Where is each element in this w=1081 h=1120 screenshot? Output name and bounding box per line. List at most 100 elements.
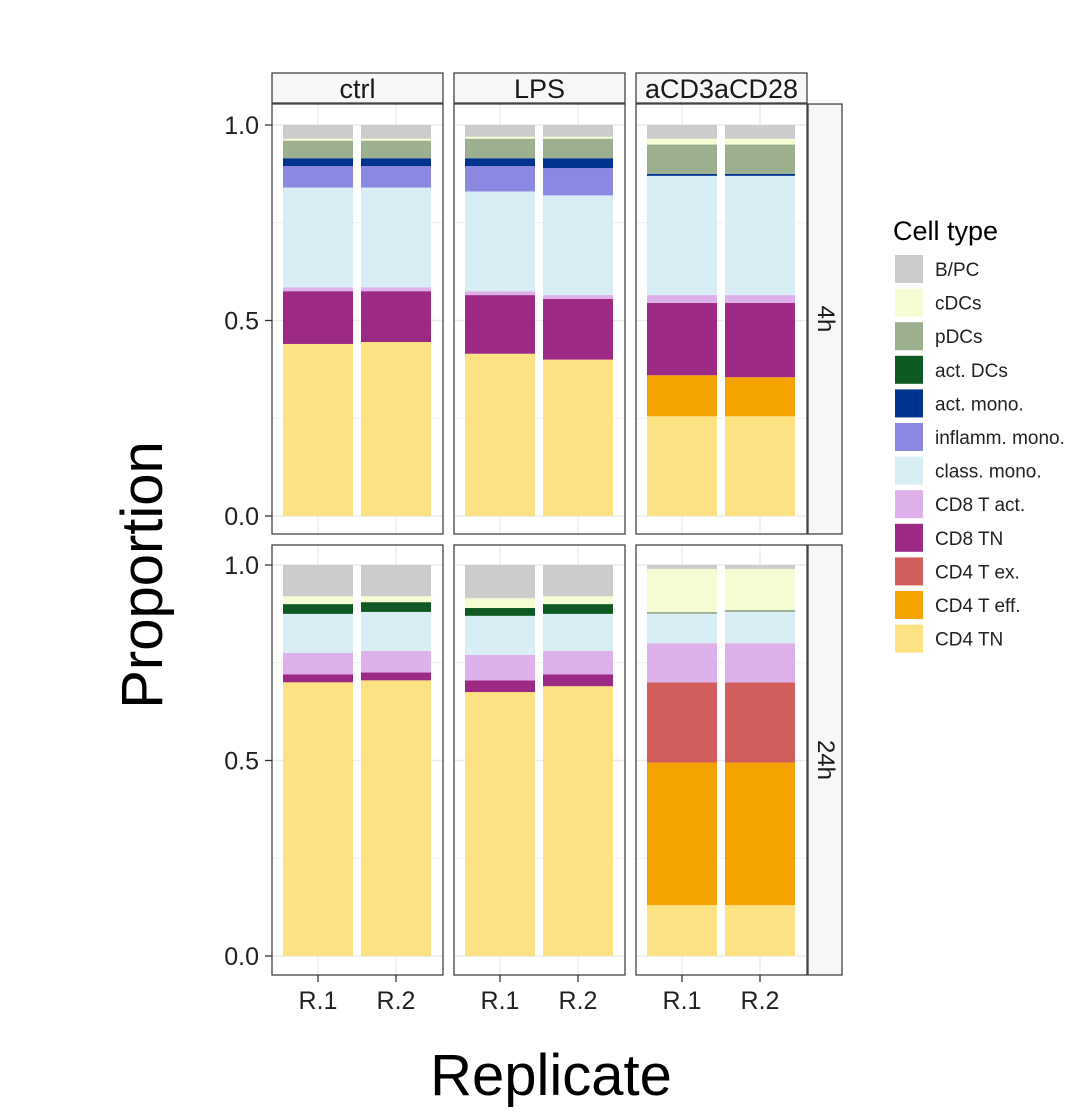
y-tick-label: 0.0 <box>224 943 259 971</box>
strip-label: 24h <box>812 740 839 780</box>
panel-border <box>453 544 626 976</box>
bar-segment-cdcs-r-1 <box>465 598 535 609</box>
bar-segment-cdcs-r-2 <box>361 138 431 141</box>
strip-box <box>635 72 808 104</box>
legend-swatch <box>895 423 923 451</box>
x-tick-label: R.1 <box>299 987 338 1015</box>
panel-ctrl-4h <box>271 103 444 535</box>
bar-segment-cd8-t-act-r-1 <box>465 291 535 296</box>
x-tick-label: R.1 <box>663 987 702 1015</box>
bar-segment-cdcs-r-2 <box>361 596 431 603</box>
legend-label: class. mono. <box>935 462 1042 483</box>
bar-segment-act-mono-r-1 <box>465 158 535 167</box>
bar-segment-cd8-t-act-r-2 <box>725 295 795 303</box>
y-tick-label: 0.5 <box>224 308 259 336</box>
bar-segment-act-mono-r-2 <box>543 158 613 169</box>
bar-segment-cd4-tn-r-2 <box>543 686 613 956</box>
legend-item-cd4-t-ex: CD4 T ex. <box>895 557 1020 586</box>
bar-segment-cd8-t-act-r-2 <box>361 287 431 292</box>
bar-segment-cd8-t-act-r-2 <box>725 643 795 683</box>
bar-segment-cd4-tn-r-1 <box>465 353 535 516</box>
bar-segment-cd4-tn-r-1 <box>465 692 535 956</box>
legend-swatch <box>895 288 923 317</box>
strip-box <box>807 103 843 535</box>
bar-segment-pdcs-r-1 <box>283 140 353 159</box>
bar-segment-b-pc-r-2 <box>361 565 431 597</box>
legend-label: CD4 T ex. <box>935 562 1020 583</box>
bar-segment-cd8-tn-r-2 <box>543 674 613 687</box>
bar-segment-b-pc-r-1 <box>465 125 535 137</box>
legend-item-pdcs: pDCs <box>895 322 983 351</box>
strip-box <box>453 72 626 104</box>
strip-label: LPS <box>514 74 565 104</box>
bar-segment-cd4-tn-r-1 <box>283 682 353 956</box>
bar-segment-cdcs-r-1 <box>465 136 535 139</box>
bar-segment-pdcs-r-2 <box>543 138 613 159</box>
bar-segment-b-pc-r-2 <box>725 125 795 139</box>
x-tick-label: R.1 <box>481 987 520 1015</box>
bar-segment-inflamm-mono-r-1 <box>465 166 535 192</box>
bar-segment-b-pc-r-2 <box>725 565 795 569</box>
bar-segment-b-pc-r-1 <box>283 565 353 597</box>
legend-item-cd8-t-act: CD8 T act. <box>895 490 1025 519</box>
bar-segment-cdcs-r-2 <box>725 138 795 145</box>
legend-label: CD8 T act. <box>935 495 1025 516</box>
legend-title: Cell type <box>893 216 998 246</box>
x-tick-label: R.2 <box>559 987 598 1015</box>
bar-segment-b-pc-r-2 <box>543 565 613 597</box>
panel-lps-24h <box>453 544 626 976</box>
strip-24h: 24h <box>807 544 843 976</box>
strip-lps: LPS <box>453 72 626 104</box>
bar-segment-cd8-tn-r-1 <box>647 302 717 376</box>
bar-segment-cd4-t-eff-r-1 <box>647 375 717 417</box>
strip-label: aCD3aCD28 <box>645 74 798 104</box>
bar-segment-act-dcs-r-1 <box>283 604 353 614</box>
bar-segment-act-mono-r-1 <box>647 173 717 176</box>
strip-box <box>807 544 843 976</box>
bar-segment-cd8-tn-r-2 <box>725 302 795 378</box>
x-axis-title: Replicate <box>430 1043 672 1108</box>
bar-segment-class-mono-r-2 <box>361 187 431 288</box>
legend-label: cDCs <box>935 294 981 315</box>
bar-segment-pdcs-r-1 <box>465 138 535 159</box>
legend-swatch <box>895 490 923 519</box>
bar-segment-cdcs-r-1 <box>283 138 353 141</box>
bar-segment-inflamm-mono-r-2 <box>361 166 431 188</box>
legend-swatch <box>895 322 923 351</box>
y-axis-title: Proportion <box>110 441 175 709</box>
bar-segment-cd4-tn-r-1 <box>283 343 353 516</box>
legend-item-cd4-t-eff: CD4 T eff. <box>895 591 1021 619</box>
legend-swatch <box>895 557 923 586</box>
bar-segment-act-dcs-r-2 <box>543 604 613 614</box>
bar-segment-cd4-tn-r-1 <box>647 416 717 516</box>
strip-box <box>271 72 444 104</box>
bar-segment-cd4-t-ex-r-1 <box>647 682 717 763</box>
legend-label: CD4 TN <box>935 630 1003 651</box>
bar-segment-cd8-tn-r-2 <box>361 291 431 343</box>
legend-label: act. DCs <box>935 361 1008 382</box>
legend-item-act-mono: act. mono. <box>895 389 1024 418</box>
y-tick-label: 1.0 <box>224 112 259 140</box>
bar-segment-class-mono-r-1 <box>647 175 717 296</box>
bar-segment-inflamm-mono-r-1 <box>283 166 353 188</box>
legend-item-act-dcs: act. DCs <box>895 355 1008 384</box>
legend-label: pDCs <box>935 327 983 348</box>
panel-border <box>635 544 808 976</box>
legend-item-inflamm-mono: inflamm. mono. <box>895 423 1065 451</box>
bar-segment-class-mono-r-2 <box>361 611 431 652</box>
bar-segment-cd4-t-eff-r-2 <box>725 377 795 417</box>
y-tick-label: 0.0 <box>224 503 259 531</box>
bar-segment-cd8-tn-r-2 <box>361 672 431 681</box>
facet-panels <box>271 103 808 976</box>
bar-segment-cd8-t-act-r-2 <box>543 295 613 299</box>
bar-segment-cd8-tn-r-2 <box>543 298 613 360</box>
bar-segment-b-pc-r-2 <box>361 125 431 139</box>
bar-segment-cd8-t-act-r-1 <box>283 287 353 292</box>
strip-4h: 4h <box>807 103 843 535</box>
bar-segment-pdcs-r-2 <box>361 140 431 159</box>
bar-segment-cdcs-r-2 <box>543 136 613 139</box>
bar-segment-cd4-tn-r-2 <box>725 416 795 516</box>
legend-swatch <box>895 255 923 283</box>
